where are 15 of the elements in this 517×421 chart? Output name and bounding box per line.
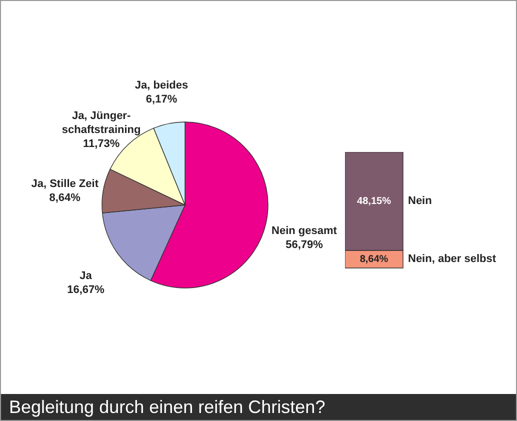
series-label: Nein, aber selbst	[408, 253, 496, 266]
slice-label: Ja, Stille Zeit	[31, 178, 99, 190]
series-label: Nein	[408, 195, 432, 208]
data-label: 8,64%	[49, 192, 81, 204]
data-label: 6,17%	[146, 93, 178, 106]
slice-label: Nein gesamt	[272, 224, 338, 237]
data-label: 8,64%	[360, 254, 388, 266]
slice-label: Ja, Jünger-schaftstraining	[62, 110, 141, 136]
slice-label: Ja, beides	[134, 79, 188, 92]
data-label: 11,73%	[82, 138, 120, 150]
data-label: 48,15%	[357, 196, 392, 208]
slice-label: Ja	[80, 270, 93, 282]
data-label: 16,67%	[67, 284, 105, 296]
data-label: 56,79%	[286, 238, 324, 251]
text: Begleitung durch einen reifen Christen?	[1, 394, 516, 420]
